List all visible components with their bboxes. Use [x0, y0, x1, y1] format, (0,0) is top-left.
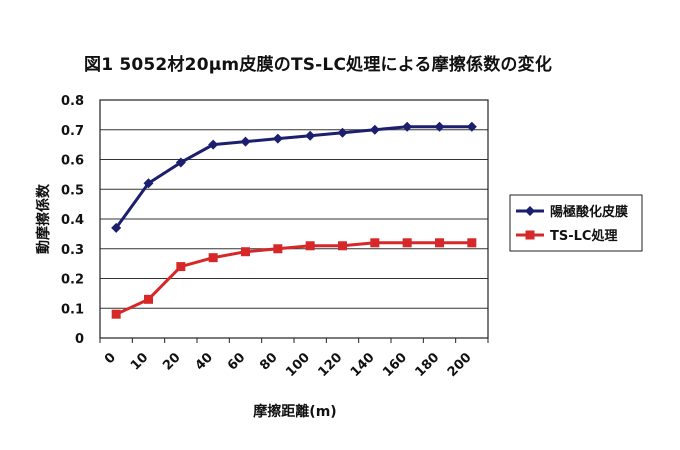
- data-point: [305, 241, 315, 251]
- legend-label: 陽極酸化皮膜: [550, 204, 628, 220]
- data-point: [402, 238, 412, 248]
- legend-item: 陽極酸化皮膜: [516, 204, 628, 220]
- y-tick-label: 0.2: [61, 273, 84, 288]
- x-tick-label: 200: [445, 350, 475, 380]
- x-tick-label: 0: [102, 350, 119, 367]
- data-point: [111, 222, 122, 233]
- x-axis-ticks: 0 10 20 40 60 80 100 120 140 160 180 200: [99, 338, 489, 380]
- data-point: [305, 130, 316, 141]
- y-tick-label: 0.6: [61, 154, 84, 169]
- data-point: [111, 309, 121, 319]
- data-point: [273, 244, 283, 254]
- x-tick-label: 100: [283, 350, 313, 380]
- chart-title: 図1 5052材20μm皮膜のTS-LC処理による摩擦係数の変化: [84, 55, 553, 75]
- legend: 陽極酸化皮膜 TS-LC処理: [509, 194, 643, 252]
- data-point: [467, 238, 477, 248]
- gridlines: [100, 129, 488, 309]
- legend-label: TS-LC処理: [550, 228, 617, 244]
- x-tick-label: 120: [316, 350, 346, 380]
- series-2: [111, 238, 477, 319]
- legend-swatch-marker: [525, 206, 535, 216]
- data-point: [435, 238, 444, 248]
- data-point: [370, 238, 380, 248]
- y-tick-label: 0: [75, 332, 84, 347]
- data-point: [175, 157, 186, 168]
- data-point: [272, 133, 283, 144]
- y-tick-label: 0.5: [61, 183, 84, 198]
- series-group: [111, 121, 477, 319]
- data-point: [337, 127, 348, 138]
- data-point: [176, 262, 186, 272]
- y-tick-label: 0.7: [61, 124, 84, 139]
- data-point: [208, 253, 218, 263]
- series-line: [114, 125, 472, 229]
- data-point: [338, 241, 347, 251]
- data-point: [402, 121, 413, 132]
- data-point: [208, 139, 219, 150]
- x-tick-label: 10: [128, 350, 151, 373]
- x-tick-label: 160: [380, 350, 410, 380]
- y-tick-label: 0.1: [61, 302, 84, 317]
- y-axis-label: 動摩擦係数: [35, 183, 52, 254]
- series-line: [115, 241, 472, 316]
- data-point: [144, 294, 153, 304]
- x-tick-label: 20: [160, 350, 183, 373]
- y-tick-label: 0.4: [61, 213, 84, 228]
- x-tick-label: 140: [348, 350, 378, 380]
- x-tick-label: 40: [193, 350, 216, 373]
- x-axis-label: 摩擦距離(m): [253, 403, 336, 420]
- y-tick-label: 0.8: [61, 94, 84, 109]
- data-point: [369, 124, 380, 135]
- data-point: [466, 121, 477, 132]
- y-axis-ticks: 0 0.1 0.2 0.3 0.4 0.5 0.6 0.7 0.8: [61, 94, 84, 347]
- x-tick-label: 80: [257, 350, 280, 373]
- series-1: [111, 121, 477, 233]
- legend-swatch-marker: [525, 230, 535, 240]
- data-point: [240, 136, 251, 147]
- legend-item: TS-LC処理: [516, 228, 617, 244]
- data-point: [143, 178, 154, 189]
- x-tick-label: 60: [225, 350, 248, 373]
- legend-box: [509, 194, 643, 252]
- y-tick-label: 0.3: [61, 243, 84, 258]
- x-tick-label: 180: [413, 350, 443, 380]
- data-point: [434, 121, 445, 132]
- data-point: [241, 247, 250, 257]
